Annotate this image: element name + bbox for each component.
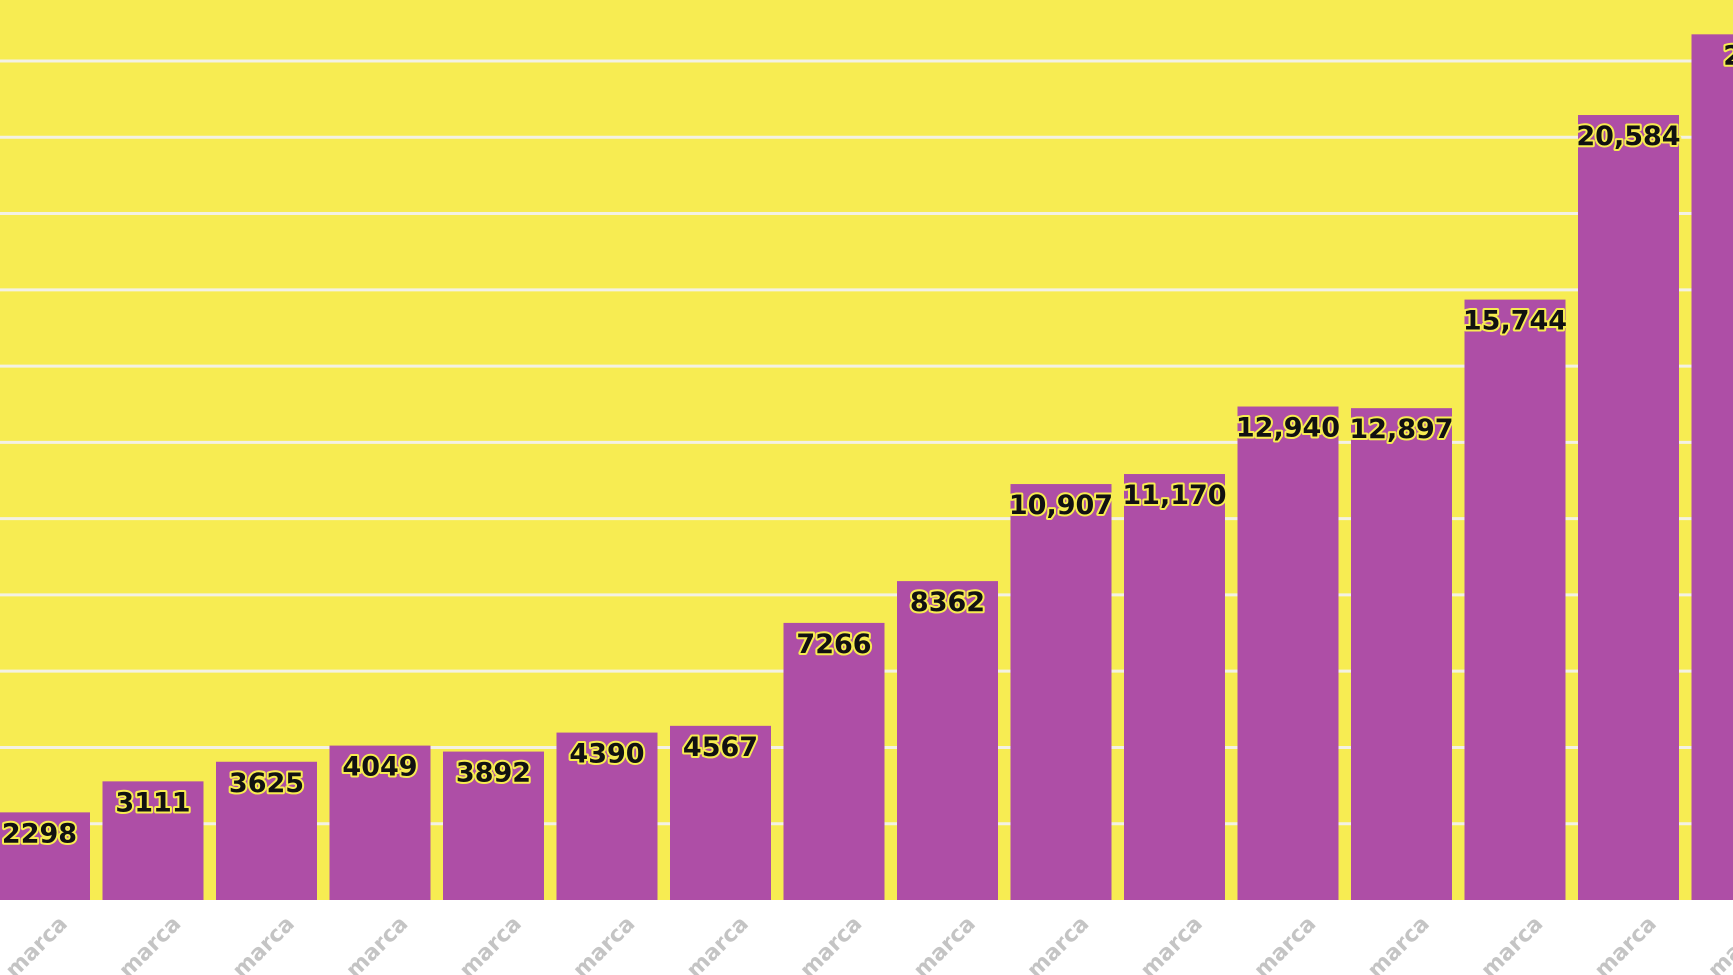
data-label: 3625 (229, 768, 304, 799)
data-label: 7266 (796, 629, 871, 660)
data-label: 3111 (115, 787, 190, 818)
bar (443, 751, 544, 900)
bar (1010, 484, 1112, 900)
x-tick-labels: marca marca marca marca marca marca marca marca… (1, 912, 1733, 975)
x-tick-label: marca (1704, 912, 1733, 975)
x-tick-label: marca (1590, 912, 1662, 975)
data-label: 12,897 (1349, 414, 1453, 445)
x-tick-label: marca (1477, 912, 1549, 975)
x-tick-label: marca (455, 912, 527, 975)
bar (1351, 408, 1452, 900)
x-tick-label: marca (909, 912, 981, 975)
data-label: 15,744 (1463, 306, 1567, 337)
data-label: 22 (1723, 40, 1733, 71)
bars (0, 34, 1733, 901)
x-tick-label: marca (1250, 912, 1322, 975)
x-tick-label: marca (228, 912, 300, 975)
x-tick-label: marca (796, 912, 868, 975)
data-label: 8362 (910, 587, 985, 618)
data-label: 10,907 (1009, 490, 1113, 521)
data-label: 20,584 (1576, 121, 1680, 152)
bar (1237, 406, 1339, 900)
data-label: 3892 (456, 758, 531, 789)
data-label: 11,170 (1122, 480, 1226, 511)
x-tick-label: marca (342, 912, 414, 975)
data-label: 2298 (2, 818, 77, 849)
bar (216, 761, 317, 900)
data-labels: 2298 3111 3625 4049 3892 4390 4567 7266 8362 10,9… (0, 38, 1733, 851)
bar (102, 781, 204, 900)
x-tick-label: marca (1, 912, 73, 975)
bar (897, 581, 998, 900)
x-tick-label: marca (1136, 912, 1208, 975)
data-label: 4049 (342, 752, 417, 783)
bar (556, 732, 658, 900)
x-tick-label: marca (569, 912, 641, 975)
bar (1691, 34, 1733, 901)
bar (1464, 299, 1566, 900)
bar (329, 745, 431, 900)
bar (783, 622, 885, 900)
bar (0, 812, 90, 900)
x-tick-label: marca (1363, 912, 1435, 975)
x-tick-label: marca (1023, 912, 1095, 975)
bar (1124, 474, 1225, 900)
data-label: 4390 (569, 739, 644, 770)
bar (670, 725, 771, 900)
bar (1578, 115, 1679, 900)
data-label: 12,940 (1236, 413, 1340, 444)
x-tick-label: marca (115, 912, 187, 975)
data-label: 4567 (683, 732, 758, 763)
x-tick-label: marca (682, 912, 754, 975)
